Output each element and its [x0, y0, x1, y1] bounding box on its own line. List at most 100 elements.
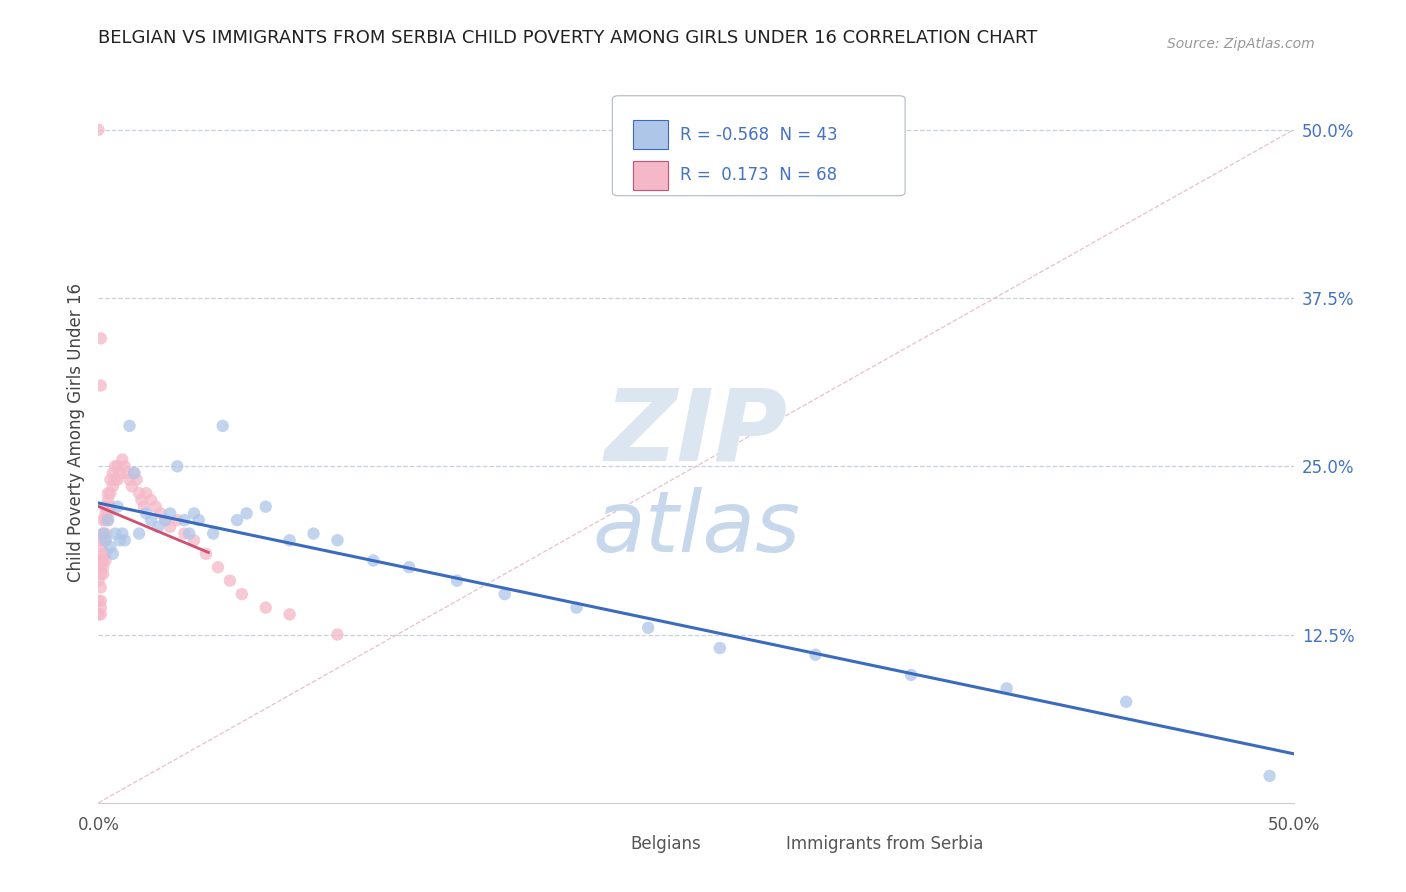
Point [98, 486, 122, 500]
Point [101, 479, 124, 493]
Point [87, 122, 110, 136]
Point [91, 566, 114, 581]
FancyBboxPatch shape [633, 120, 668, 150]
Point [91, 533, 114, 548]
Point [90, 600, 112, 615]
Point [90, 560, 112, 574]
Point [94, 526, 117, 541]
FancyBboxPatch shape [613, 95, 905, 195]
Point [494, 587, 516, 601]
Point [211, 418, 233, 433]
Point [132, 500, 155, 514]
Point [111, 452, 134, 467]
Point [637, 621, 659, 635]
Point [159, 507, 181, 521]
FancyBboxPatch shape [595, 836, 623, 857]
Point [166, 459, 188, 474]
Point [302, 526, 325, 541]
FancyBboxPatch shape [633, 161, 668, 190]
Point [207, 560, 229, 574]
Point [278, 607, 301, 622]
Point [235, 507, 257, 521]
Text: R = -0.568  N = 43: R = -0.568 N = 43 [681, 126, 838, 144]
Point [149, 507, 172, 521]
Point [326, 533, 349, 548]
Point [98, 540, 122, 554]
Point [363, 553, 385, 567]
Point [155, 513, 177, 527]
Text: Immigrants from Serbia: Immigrants from Serbia [786, 835, 983, 853]
Point [97, 492, 120, 507]
Point [183, 533, 205, 548]
Text: Source: ZipAtlas.com: Source: ZipAtlas.com [1167, 37, 1315, 52]
Point [94, 533, 117, 548]
Point [108, 466, 131, 480]
Point [107, 500, 129, 514]
Point [202, 526, 225, 541]
Point [139, 492, 162, 507]
Point [446, 574, 468, 588]
Point [90, 331, 112, 345]
Point [104, 459, 127, 474]
Point [101, 466, 124, 480]
Point [104, 473, 127, 487]
Point [231, 587, 253, 601]
Point [111, 526, 134, 541]
Point [995, 681, 1018, 696]
Point [87, 553, 110, 567]
Text: Belgians: Belgians [630, 835, 702, 853]
Point [254, 500, 277, 514]
Point [398, 560, 420, 574]
Point [97, 507, 120, 521]
Point [97, 513, 120, 527]
Y-axis label: Child Poverty Among Girls Under 16: Child Poverty Among Girls Under 16 [66, 283, 84, 582]
Point [124, 466, 146, 480]
Point [195, 547, 218, 561]
Point [90, 378, 112, 392]
Point [98, 500, 122, 514]
Point [91, 553, 114, 567]
Point [97, 513, 120, 527]
Point [90, 533, 112, 548]
Point [183, 507, 205, 521]
Point [131, 492, 153, 507]
Point [101, 547, 124, 561]
Point [90, 540, 112, 554]
Point [94, 513, 117, 527]
Point [804, 648, 827, 662]
Point [90, 553, 112, 567]
Point [135, 507, 157, 521]
Point [118, 473, 141, 487]
Point [135, 486, 157, 500]
Point [709, 640, 731, 655]
Point [179, 526, 201, 541]
Point [108, 533, 131, 548]
Point [226, 513, 249, 527]
Point [87, 574, 110, 588]
Point [115, 466, 138, 480]
Text: atlas: atlas [592, 487, 800, 570]
Point [128, 486, 150, 500]
Point [114, 533, 136, 548]
Point [124, 466, 146, 480]
Point [219, 574, 242, 588]
Point [145, 500, 167, 514]
Point [91, 526, 114, 541]
Point [900, 668, 922, 682]
Point [114, 459, 136, 474]
Point [173, 513, 195, 527]
Point [94, 553, 117, 567]
Point [90, 594, 112, 608]
Point [121, 479, 143, 493]
FancyBboxPatch shape [749, 836, 779, 857]
Point [107, 473, 129, 487]
Point [90, 581, 112, 595]
Point [90, 566, 112, 581]
Point [104, 526, 127, 541]
Text: BELGIAN VS IMMIGRANTS FROM SERBIA CHILD POVERTY AMONG GIRLS UNDER 16 CORRELATION: BELGIAN VS IMMIGRANTS FROM SERBIA CHILD … [98, 29, 1038, 47]
Point [91, 547, 114, 561]
Point [98, 473, 122, 487]
Point [91, 560, 114, 574]
Point [173, 526, 195, 541]
Point [118, 418, 141, 433]
